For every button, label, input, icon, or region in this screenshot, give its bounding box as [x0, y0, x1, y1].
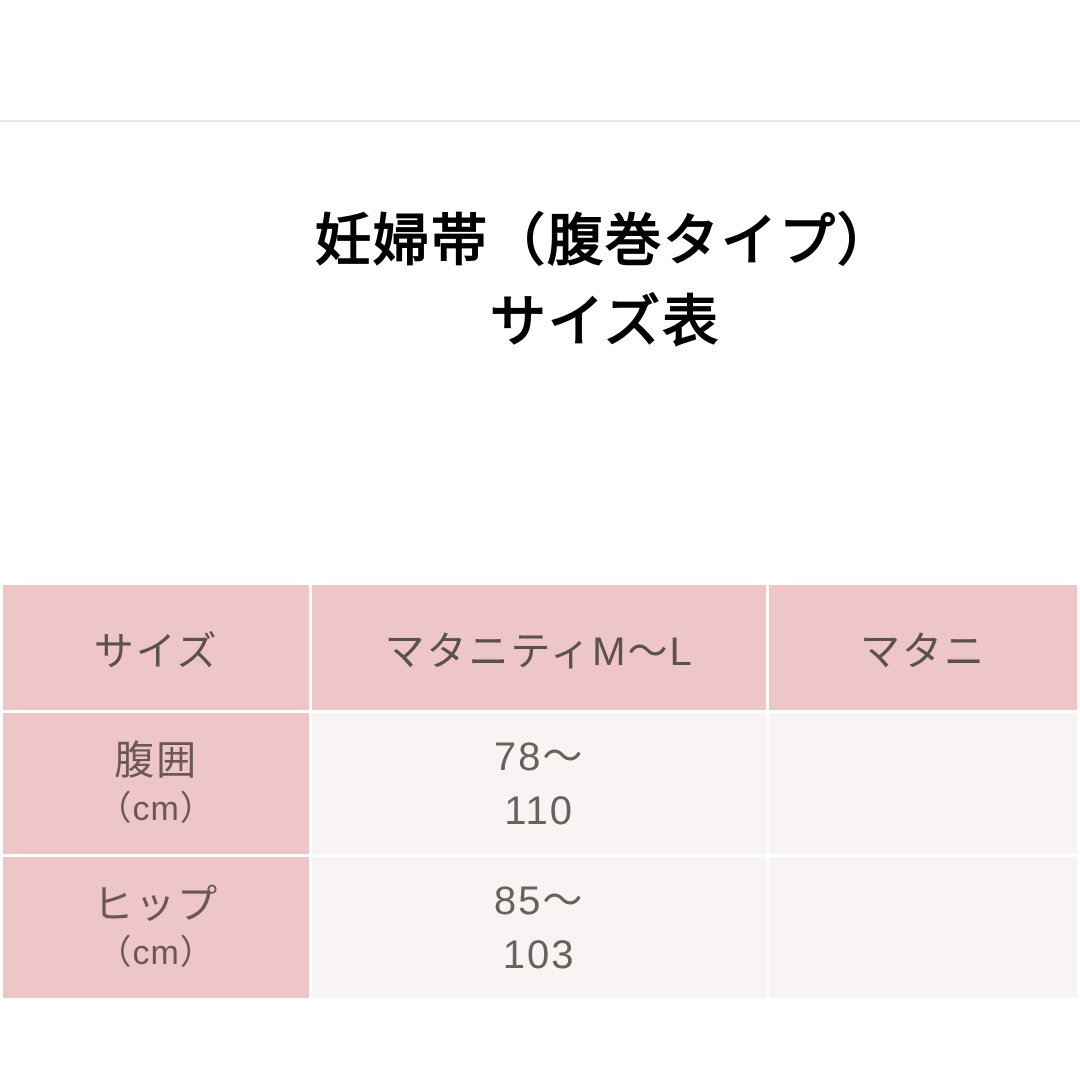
row-label-hip: ヒップ （cm） — [2, 856, 311, 1000]
value-abdomen-partial — [767, 712, 1078, 856]
table-row: ヒップ （cm） 85〜 103 — [2, 856, 1079, 1000]
value-abdomen-ml: 78〜 110 — [311, 712, 768, 856]
label-main: 腹囲 — [3, 735, 309, 787]
header-partial: マタニ — [767, 584, 1078, 712]
size-table: サイズ マタニティM〜L マタニ 腹囲 （cm） 78〜 110 ヒップ （cm… — [0, 582, 1080, 1001]
value-line1: 78〜 — [312, 730, 766, 784]
header-size: サイズ — [2, 584, 311, 712]
value-line2: 103 — [312, 928, 766, 982]
value-line2: 110 — [312, 784, 766, 838]
page-title: 妊婦帯（腹巻タイプ） サイズ表 — [130, 200, 1080, 362]
value-line1: 85〜 — [312, 874, 766, 928]
title-line-1: 妊婦帯（腹巻タイプ） — [315, 209, 895, 272]
label-main: ヒップ — [3, 879, 309, 931]
label-sub: （cm） — [3, 931, 309, 975]
value-hip-ml: 85〜 103 — [311, 856, 768, 1000]
table-row: 腹囲 （cm） 78〜 110 — [2, 712, 1079, 856]
header-ml: マタニティM〜L — [311, 584, 768, 712]
value-hip-partial — [767, 856, 1078, 1000]
label-sub: （cm） — [3, 787, 309, 831]
table-header-row: サイズ マタニティM〜L マタニ — [2, 584, 1079, 712]
top-divider — [0, 120, 1080, 122]
title-line-2: サイズ表 — [490, 290, 720, 353]
row-label-abdomen: 腹囲 （cm） — [2, 712, 311, 856]
